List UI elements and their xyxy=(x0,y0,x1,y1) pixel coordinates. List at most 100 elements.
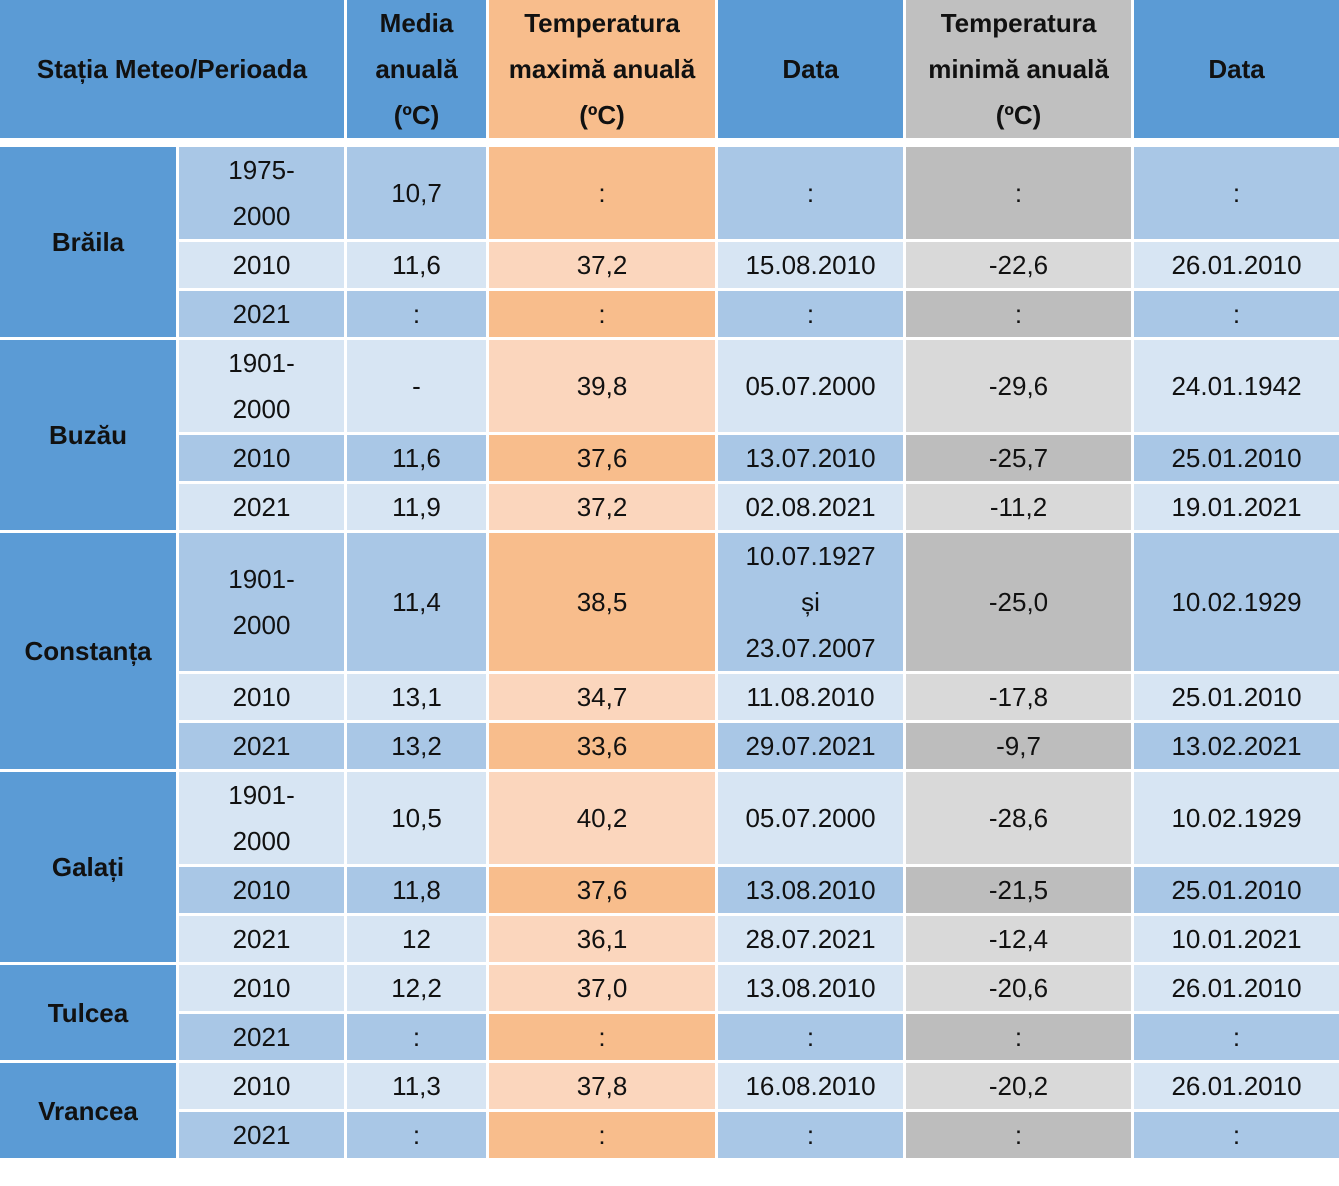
mean-cell: : xyxy=(347,1112,490,1161)
period-cell: 2010 xyxy=(179,1063,348,1112)
tmin-cell: -25,0 xyxy=(906,533,1135,674)
tmin-cell: -20,6 xyxy=(906,965,1135,1014)
period-cell: 1975- 2000 xyxy=(179,147,348,242)
date-max-cell: 02.08.2021 xyxy=(718,484,907,533)
table-row: 2021::::: xyxy=(0,1112,1339,1161)
station-name: Brăila xyxy=(0,147,179,340)
period-cell: 2010 xyxy=(179,674,348,723)
header-annual-min: Temperatura minimă anuală (ºC) xyxy=(906,0,1135,147)
table-row: 2010 11,6 37,6 13.07.2010 -25,7 25.01.2010 xyxy=(0,435,1339,484)
tmax-cell: 37,8 xyxy=(489,1063,719,1112)
mean-cell: 11,6 xyxy=(347,242,490,291)
mean-cell: 12,2 xyxy=(347,965,490,1014)
date-min-cell: 25.01.2010 xyxy=(1134,435,1339,484)
tmax-cell: 38,5 xyxy=(489,533,719,674)
period-cell: 1901- 2000 xyxy=(179,533,348,674)
date-max-cell: 05.07.2000 xyxy=(718,340,907,435)
period-cell: 2010 xyxy=(179,965,348,1014)
mean-cell: 13,2 xyxy=(347,723,490,772)
mean-cell: 11,3 xyxy=(347,1063,490,1112)
date-max-cell: 15.08.2010 xyxy=(718,242,907,291)
date-max-cell: 11.08.2010 xyxy=(718,674,907,723)
tmax-cell: 37,6 xyxy=(489,867,719,916)
tmin-cell: -12,4 xyxy=(906,916,1135,965)
tmax-cell: : xyxy=(489,291,719,340)
period-cell: 2021 xyxy=(179,484,348,533)
mean-cell: 13,1 xyxy=(347,674,490,723)
station-name: Vrancea xyxy=(0,1063,179,1161)
period-cell: 2021 xyxy=(179,723,348,772)
table-row: 2010 13,1 34,7 11.08.2010 -17,8 25.01.2010 xyxy=(0,674,1339,723)
date-max-cell: 13.07.2010 xyxy=(718,435,907,484)
period-cell: 2010 xyxy=(179,242,348,291)
station-name: Tulcea xyxy=(0,965,179,1063)
tmax-cell: 36,1 xyxy=(489,916,719,965)
period-cell: 2021 xyxy=(179,916,348,965)
table-row: 2021 11,9 37,2 02.08.2021 -11,2 19.01.2021 xyxy=(0,484,1339,533)
table-row: 2021::::: xyxy=(0,1014,1339,1063)
date-min-cell: 10.02.1929 xyxy=(1134,533,1339,674)
table-row: 2021 13,2 33,6 29.07.2021 -9,7 13.02.2021 xyxy=(0,723,1339,772)
table-row: 2021::::: xyxy=(0,291,1339,340)
tmin-cell: -28,6 xyxy=(906,772,1135,867)
header-annual-max: Temperatura maximă anuală (ºC) xyxy=(489,0,719,147)
date-max-cell: : xyxy=(718,1014,907,1063)
date-min-cell: : xyxy=(1134,147,1339,242)
date-max-cell: 29.07.2021 xyxy=(718,723,907,772)
table-row: Buzău 1901- 2000-39,8 05.07.2000 -29,6 24.01.… xyxy=(0,340,1339,533)
date-max-cell: 28.07.2021 xyxy=(718,916,907,965)
date-min-cell: 26.01.2010 xyxy=(1134,1063,1339,1112)
mean-cell: 10,7 xyxy=(347,147,490,242)
tmin-cell: -29,6 xyxy=(906,340,1135,435)
period-cell: 2021 xyxy=(179,1112,348,1161)
date-max-cell: 13.08.2010 xyxy=(718,965,907,1014)
table-header: Stația Meteo/Perioada Media anuală (ºC) … xyxy=(0,0,1339,147)
tmin-cell: -11,2 xyxy=(906,484,1135,533)
mean-cell: - xyxy=(347,340,490,435)
period-cell: 1901- 2000 xyxy=(179,772,348,867)
date-min-cell: 24.01.1942 xyxy=(1134,340,1339,435)
tmax-cell: 39,8 xyxy=(489,340,719,435)
tmin-cell: : xyxy=(906,291,1135,340)
tmin-cell: : xyxy=(906,1112,1135,1161)
table-row: Vrancea 2010 11,3 37,8 16.08.2010 -20,2 26.01.… xyxy=(0,1063,1339,1161)
date-min-cell: : xyxy=(1134,1014,1339,1063)
date-max-cell: 10.07.1927 și 23.07.2007 xyxy=(718,533,907,674)
station-name: Buzău xyxy=(0,340,179,533)
period-cell: 2010 xyxy=(179,867,348,916)
date-max-cell: : xyxy=(718,1112,907,1161)
table-row: Tulcea 2010 12,2 37,0 13.08.2010 -20,6 26.01.2… xyxy=(0,965,1339,1063)
date-max-cell: : xyxy=(718,147,907,242)
tmin-cell: -9,7 xyxy=(906,723,1135,772)
tmax-cell: : xyxy=(489,1112,719,1161)
header-station-period: Stația Meteo/Perioada xyxy=(0,0,348,147)
date-max-cell: 16.08.2010 xyxy=(718,1063,907,1112)
mean-cell: : xyxy=(347,291,490,340)
mean-cell: 12 xyxy=(347,916,490,965)
tmin-cell: -21,5 xyxy=(906,867,1135,916)
tmin-cell: -20,2 xyxy=(906,1063,1135,1112)
date-min-cell: 10.02.1929 xyxy=(1134,772,1339,867)
tmin-cell: : xyxy=(906,147,1135,242)
tmax-cell: 37,0 xyxy=(489,965,719,1014)
tmin-cell: -17,8 xyxy=(906,674,1135,723)
date-max-cell: : xyxy=(718,291,907,340)
header-date-max: Data xyxy=(718,0,907,147)
mean-cell: 11,8 xyxy=(347,867,490,916)
mean-cell: 10,5 xyxy=(347,772,490,867)
table-row: Constanța 1901- 2000 11,4 38,5 10.07.1927 și 23… xyxy=(0,533,1339,772)
table-row: Brăila 1975- 2000 10,7:::: xyxy=(0,147,1339,340)
tmax-cell: : xyxy=(489,147,719,242)
tmax-cell: 37,2 xyxy=(489,484,719,533)
climate-table: Stația Meteo/Perioada Media anuală (ºC) … xyxy=(0,0,1339,1161)
tmax-cell: 37,6 xyxy=(489,435,719,484)
date-min-cell: : xyxy=(1134,291,1339,340)
date-min-cell: 26.01.2010 xyxy=(1134,242,1339,291)
header-date-min: Data xyxy=(1134,0,1339,147)
tmin-cell: -25,7 xyxy=(906,435,1135,484)
period-cell: 1901- 2000 xyxy=(179,340,348,435)
mean-cell: 11,6 xyxy=(347,435,490,484)
period-cell: 2010 xyxy=(179,435,348,484)
station-name: Galați xyxy=(0,772,179,965)
date-max-cell: 13.08.2010 xyxy=(718,867,907,916)
